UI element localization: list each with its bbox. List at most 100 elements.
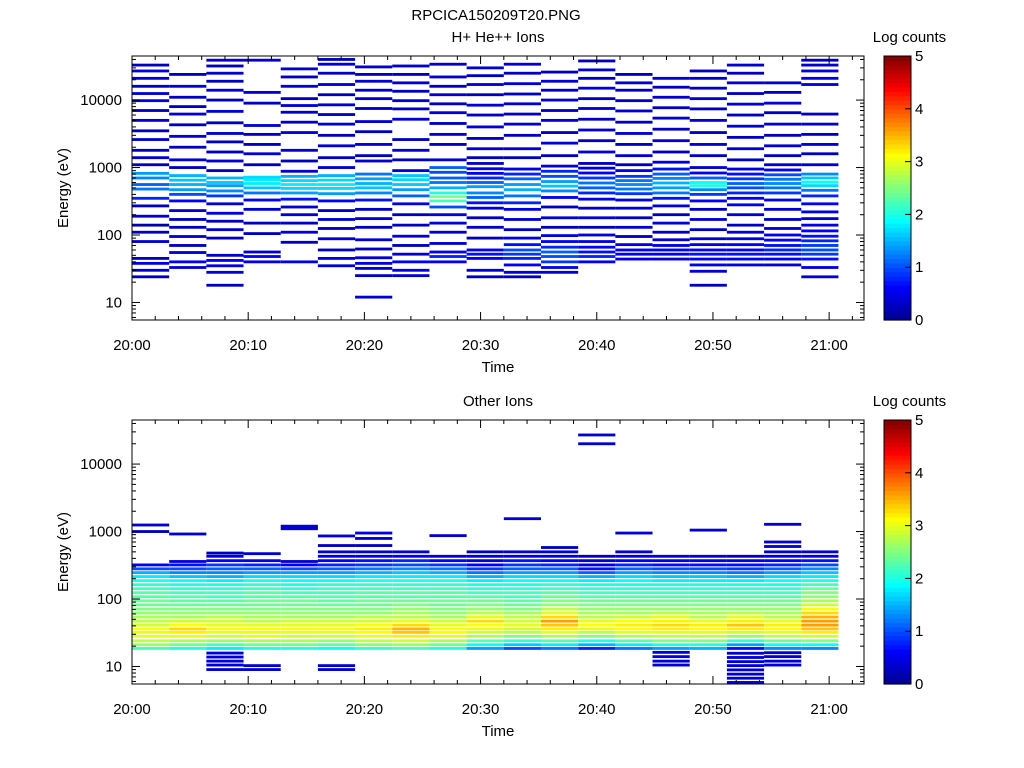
heatmap-cell — [169, 599, 207, 603]
heatmap-cell — [578, 97, 616, 101]
heatmap-cell — [689, 623, 727, 627]
heatmap-cell — [206, 228, 244, 232]
heatmap-cell — [615, 163, 653, 167]
heatmap-cell — [801, 69, 839, 73]
heatmap-cell — [652, 579, 690, 583]
heatmap-cell — [578, 563, 616, 567]
heatmap-cell — [578, 107, 616, 110]
heatmap-cell — [801, 587, 839, 591]
heatmap-cell — [392, 607, 430, 611]
x-axis-label: Time — [482, 359, 515, 376]
heatmap-cell — [503, 583, 541, 587]
heatmap-cell — [615, 615, 653, 619]
heatmap-cell — [652, 603, 690, 607]
heatmap-cell — [764, 599, 802, 603]
heatmap-cell — [652, 571, 690, 575]
heatmap-cell — [392, 252, 430, 256]
heatmap-cell — [540, 205, 579, 209]
heatmap-cell — [317, 647, 356, 650]
heatmap-cell — [764, 659, 802, 663]
heatmap-cell — [578, 162, 616, 165]
heatmap-cell — [243, 664, 281, 668]
heatmap-cell — [578, 191, 616, 195]
heatmap-cell — [392, 603, 430, 607]
heatmap-cell — [764, 257, 802, 261]
heatmap-cell — [578, 554, 616, 558]
heatmap-cell — [540, 559, 579, 563]
heatmap-cell — [764, 630, 802, 634]
heatmap-cell — [801, 619, 839, 623]
heatmap-cell — [652, 611, 690, 615]
colorbar-segment — [884, 433, 911, 439]
heatmap-cell — [726, 595, 765, 599]
heatmap-cell — [466, 550, 504, 554]
heatmap-cell — [466, 147, 504, 151]
heatmap-cell — [429, 93, 467, 97]
heatmap-cell — [764, 579, 802, 583]
heatmap-cell — [578, 623, 616, 627]
colorbar-segment — [884, 538, 911, 544]
heatmap-cell — [392, 591, 430, 595]
heatmap-cell — [503, 619, 541, 623]
heatmap-cell — [280, 131, 318, 134]
heatmap-cell — [280, 623, 318, 627]
heatmap-cell — [764, 168, 802, 172]
y-tick-label: 100 — [97, 227, 122, 244]
heatmap-cell — [540, 184, 579, 188]
colorbar-segment — [884, 214, 911, 220]
panel-title: H+ He++ Ions — [452, 29, 545, 46]
heatmap-cell — [132, 275, 170, 279]
panel-other-ions: 20:00 20:10 20:20 20:30 20:40 20:50 21:0010100… — [55, 393, 946, 740]
heatmap-cell — [466, 599, 504, 603]
heatmap-cell — [169, 611, 207, 615]
x-tick-label: 21:00 — [810, 337, 848, 354]
heatmap-cell — [317, 567, 356, 571]
heatmap-cell — [243, 90, 281, 94]
heatmap-cell — [132, 99, 170, 103]
colorbar-segment — [884, 205, 911, 211]
heatmap-cell — [392, 183, 430, 186]
y-tick-label: 10 — [105, 294, 122, 311]
heatmap-cell — [169, 587, 207, 591]
colorbar-segment — [884, 276, 911, 281]
heatmap-cell — [132, 156, 170, 160]
x-tick-label: 21:00 — [810, 701, 848, 718]
heatmap-cell — [652, 647, 690, 650]
heatmap-cell — [132, 587, 170, 591]
heatmap-cell — [466, 225, 504, 229]
heatmap-cell — [132, 563, 170, 567]
heatmap-cell — [243, 619, 281, 623]
heatmap-cell — [466, 627, 504, 631]
y-tick-label: 1000 — [89, 160, 122, 177]
heatmap-cell — [355, 182, 393, 185]
heatmap-cell — [801, 550, 839, 554]
heatmap-cell — [578, 575, 616, 578]
heatmap-cell — [206, 668, 244, 671]
heatmap-cell — [503, 147, 541, 151]
colorbar-segment — [884, 455, 911, 461]
colorbar-segment — [884, 604, 911, 610]
heatmap-cell — [169, 134, 207, 138]
heatmap-cell — [243, 186, 281, 190]
heatmap-cell — [169, 615, 207, 619]
heatmap-cell — [615, 591, 653, 595]
colorbar-segment — [884, 271, 911, 277]
heatmap-cell — [466, 567, 504, 571]
heatmap-cell — [243, 623, 281, 627]
heatmap-cell — [392, 99, 430, 103]
heatmap-cell — [243, 559, 281, 563]
heatmap-cell — [801, 112, 839, 116]
heatmap-cell — [689, 643, 727, 647]
colorbar-tick-label: 1 — [915, 259, 923, 276]
heatmap-cell — [132, 230, 170, 234]
heatmap-cell — [652, 595, 690, 599]
heatmap-cell — [392, 213, 430, 217]
heatmap-cell — [169, 209, 207, 213]
heatmap-cell — [206, 655, 244, 659]
heatmap-cell — [689, 269, 727, 273]
heatmap-cell — [280, 560, 318, 563]
heatmap-cell — [615, 627, 653, 631]
heatmap-cell — [689, 639, 727, 643]
heatmap-cell — [652, 659, 690, 663]
heatmap-cell — [206, 176, 244, 180]
